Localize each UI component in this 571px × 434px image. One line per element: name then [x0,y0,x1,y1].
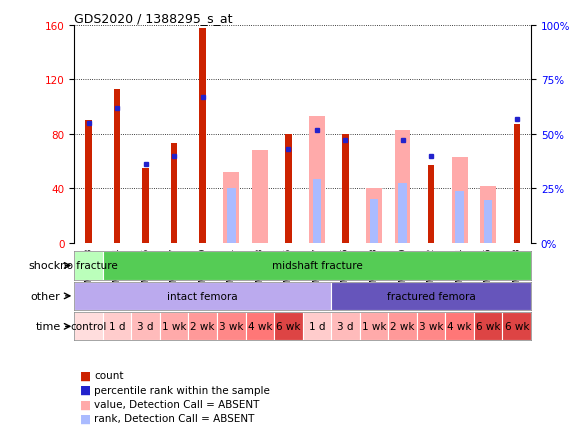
Text: GDS2020 / 1388295_s_at: GDS2020 / 1388295_s_at [74,12,233,25]
Bar [131,312,160,341]
Text: shock: shock [29,261,61,271]
Bar [452,158,468,243]
Bar [303,312,331,341]
Bar [366,189,382,243]
Text: 2 wk: 2 wk [191,322,215,332]
Text: percentile rank within the sample: percentile rank within the sample [94,385,270,395]
Bar [246,312,274,341]
Text: 4 wk: 4 wk [448,322,472,332]
Text: 3 wk: 3 wk [219,322,243,332]
Bar [445,312,474,341]
Bar [103,312,131,341]
Bar [223,172,239,243]
Text: 1 d: 1 d [309,322,325,332]
Bar [274,312,303,341]
Bar [217,312,246,341]
Text: count: count [94,371,124,380]
Bar [285,135,292,243]
Bar [85,121,92,243]
Bar [388,312,417,341]
Text: 3 d: 3 d [337,322,353,332]
Bar [342,135,349,243]
Text: value, Detection Call = ABSENT: value, Detection Call = ABSENT [94,399,260,409]
Bar [399,183,407,243]
Bar [480,186,496,243]
Bar [395,131,411,243]
Text: ■: ■ [80,412,91,425]
Text: ■: ■ [80,383,91,396]
Bar [171,144,178,243]
Bar [474,312,502,341]
Bar [455,191,464,243]
Text: ■: ■ [80,369,91,382]
Text: 6 wk: 6 wk [505,322,529,332]
Bar [331,312,360,341]
Bar [227,189,235,243]
Text: rank, Detection Call = ABSENT: rank, Detection Call = ABSENT [94,414,255,423]
Text: midshaft fracture: midshaft fracture [272,261,362,271]
Text: 3 wk: 3 wk [419,322,443,332]
Text: 4 wk: 4 wk [248,322,272,332]
Text: fractured femora: fractured femora [387,291,476,301]
Bar [74,282,331,310]
Bar [309,117,325,243]
Bar [160,312,188,341]
Bar [484,201,492,243]
Text: 3 d: 3 d [138,322,154,332]
Bar [142,168,149,243]
Text: intact femora: intact femora [167,291,238,301]
Text: 6 wk: 6 wk [476,322,500,332]
Bar [74,252,103,280]
Text: no fracture: no fracture [59,261,118,271]
Bar [331,282,531,310]
Bar [199,29,206,243]
Text: 2 wk: 2 wk [391,322,415,332]
Bar [428,166,435,243]
Text: other: other [31,291,61,301]
Bar [360,312,388,341]
Bar [114,90,120,243]
Text: ■: ■ [80,398,91,411]
Bar [188,312,217,341]
Bar [74,312,103,341]
Bar [252,151,268,243]
Text: control: control [70,322,107,332]
Bar [417,312,445,341]
Bar [370,200,378,243]
Text: 1 wk: 1 wk [362,322,386,332]
Text: 1 wk: 1 wk [162,322,186,332]
Text: 1 d: 1 d [109,322,125,332]
Bar [312,179,321,243]
Text: time: time [35,322,61,332]
Text: 6 wk: 6 wk [276,322,300,332]
Bar [502,312,531,341]
Bar [513,125,520,243]
